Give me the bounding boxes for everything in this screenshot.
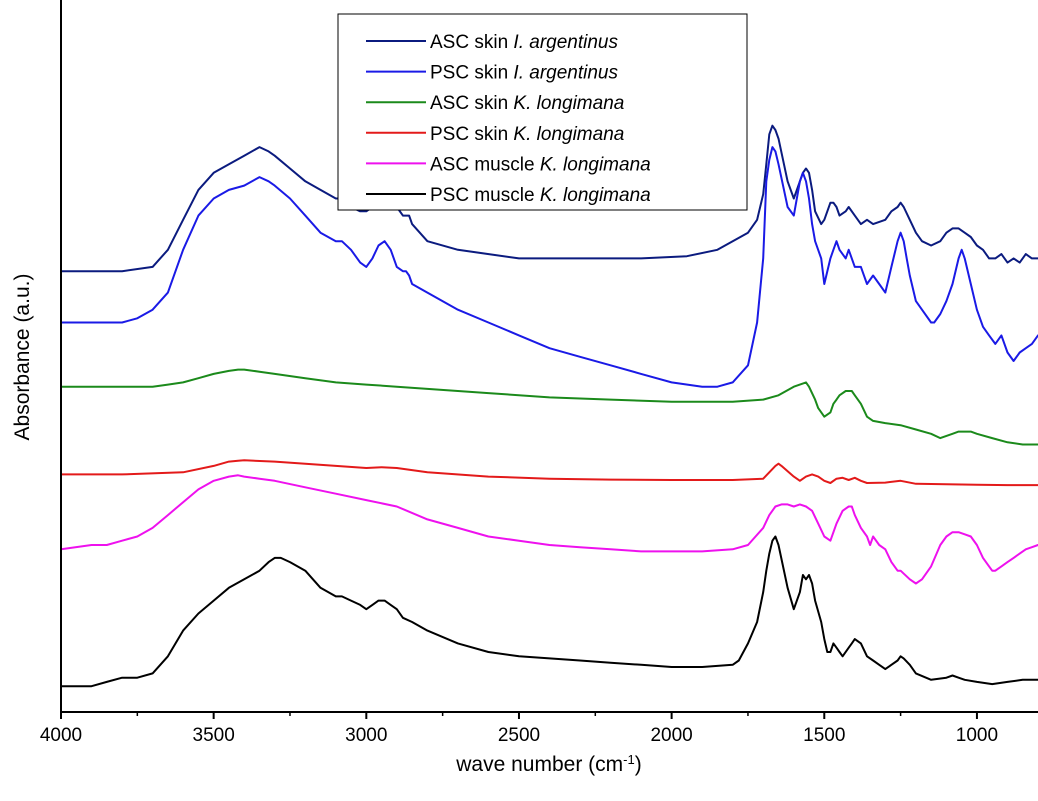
x-axis-title-suffix: ) [635,753,642,776]
axes: 4000 3500 3000 2500 2000 1500 1000 [40,0,1038,746]
x-tick-label-1000: 1000 [956,725,998,746]
series-line-5 [61,474,1038,585]
series-line-2 [61,146,1038,388]
x-tick-label-3000: 3000 [345,725,387,746]
legend-label-5: ASC muscle K. longimana [430,154,651,175]
legend-label-1: ASC skin I. argentinus [430,32,618,53]
legend: ASC skin I. argentinus PSC skin I. argent… [337,13,748,211]
x-axis-title-sup: -1 [623,752,635,767]
x-axis-title: wave number (cm-1) [455,752,641,777]
series-line-6 [61,535,1038,688]
legend-label-3: ASC skin K. longimana [430,93,624,114]
series-line-3 [61,368,1038,446]
x-tick-label-2000: 2000 [650,725,692,746]
y-axis-title: Absorbance (a.u.) [11,274,34,441]
x-tick-label-4000: 4000 [40,725,82,746]
legend-label-6: PSC muscle K. longimana [430,185,651,206]
x-tick-label-2500: 2500 [498,725,540,746]
x-axis-title-prefix: wave number (cm [455,753,623,776]
series-layer [61,124,1038,688]
legend-box [337,13,748,211]
legend-label-2: PSC skin I. argentinus [430,63,618,84]
legend-label-4: PSC skin K. longimana [430,124,624,145]
x-tick-label-1500: 1500 [803,725,845,746]
series-line-1 [61,124,1038,273]
series-line-4 [61,459,1038,487]
x-tick-label-3500: 3500 [193,725,235,746]
